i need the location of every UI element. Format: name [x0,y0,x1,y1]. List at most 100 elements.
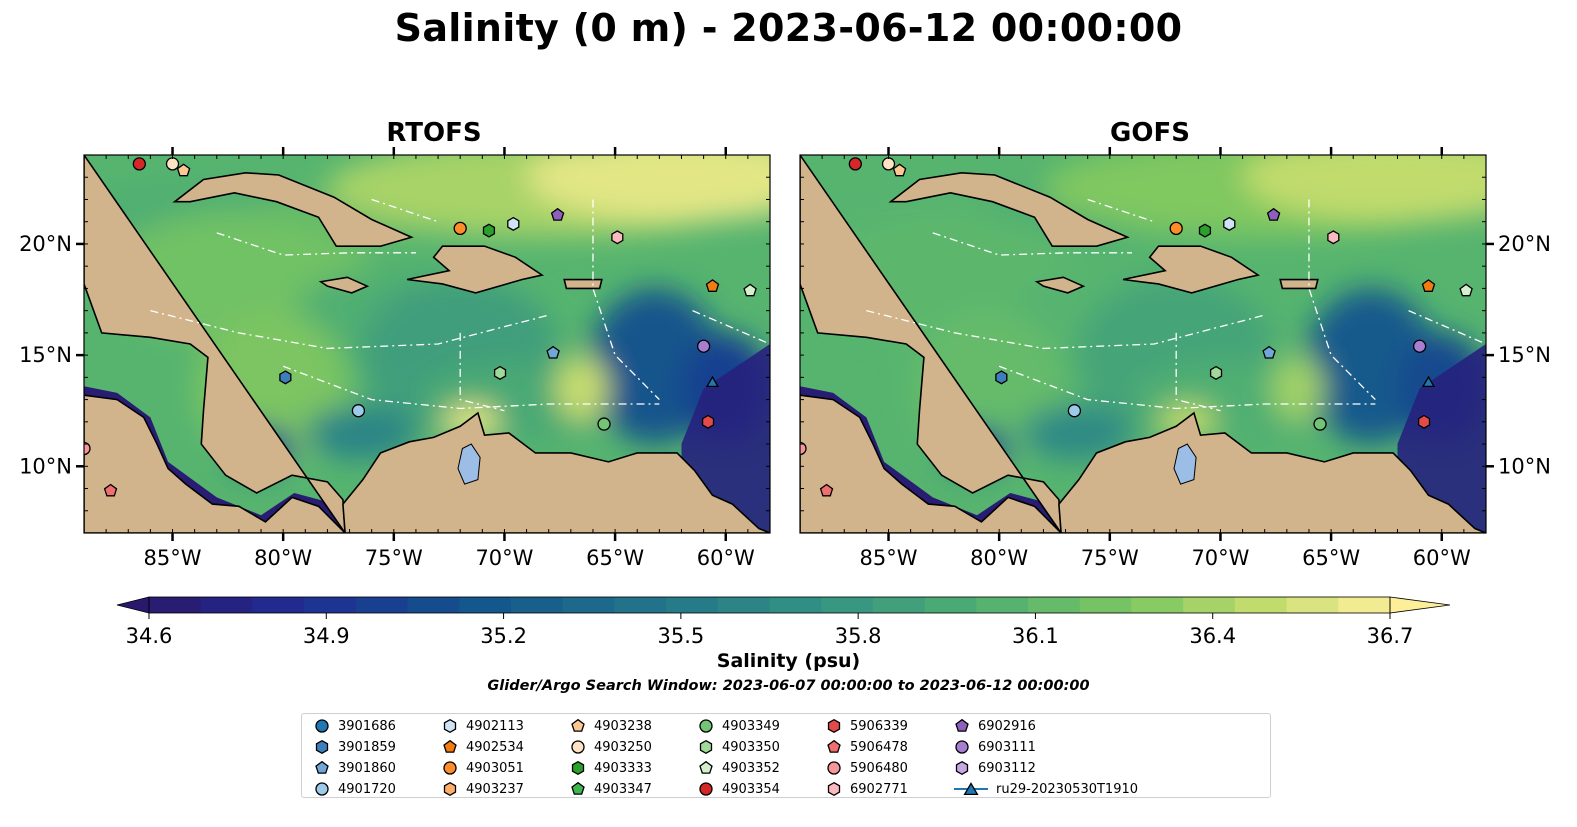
map-panel-rtofs: 85°W 80°W 75°W 70°W 65°W 60°W 20°N 15°N 10°N [19,147,771,570]
legend-pentagon-marker [315,760,329,774]
boundary-line [216,232,416,256]
colorbar-segment [459,597,512,613]
colorbar-tick-label: 36.7 [1367,624,1414,648]
legend-circle-marker [315,782,329,796]
legend-circle-marker [699,719,713,733]
central-america-land [84,155,346,533]
cuba-land [888,171,1130,247]
float-marker [546,345,560,359]
hispaniola-land [406,245,545,294]
boundary-line [371,198,439,223]
legend-label: ru29-20230530T1910 [996,781,1139,797]
legend-marker-icon [443,718,457,734]
legend-marker-icon [954,782,988,796]
legend-label: 4903333 [594,760,652,776]
colorbar-tick-label: 36.4 [1189,624,1236,648]
float-marker [279,370,292,385]
colorbar-segment [769,597,822,613]
legend-marker-icon [699,760,713,774]
legend-item: 4901720 [314,779,396,799]
colorbar-segment [510,597,564,613]
colorbar-segment [1028,597,1081,613]
boundary-line [150,310,549,350]
legend-item: 4903250 [570,737,652,757]
legend-triangle-marker [963,782,979,796]
colorbar-segment [976,597,1029,613]
legend-pentagon-marker [699,760,713,774]
legend-label: 6903112 [978,760,1036,776]
legend-marker-icon [315,782,329,796]
float-marker [611,230,624,245]
legend-hexagon-marker [827,718,841,734]
legend-circle-marker [315,719,329,733]
legend-item: 6902771 [826,779,908,799]
legend-label: 4903349 [722,718,780,734]
lat-tick-label: 15°N [19,343,72,367]
legend-item: 6902916 [954,716,1036,736]
lon-tick-label: 75°W [365,546,423,570]
legend-pentagon-marker [571,718,585,732]
colorbar-segment [200,597,254,613]
float-marker [705,279,720,292]
float-marker [176,163,191,177]
hispaniola-land [1122,245,1261,294]
legend-label: 3901860 [338,760,396,776]
float-marker [165,157,180,171]
legend-label: 5906478 [850,739,908,755]
legend-pentagon-marker [827,739,841,753]
south-america-land [1058,411,1486,533]
legend-hexagon-marker [443,718,457,734]
float-marker [1262,345,1276,359]
boundary-line [1087,198,1155,223]
float-marker [507,216,520,231]
colorbar-segment [717,597,771,613]
colorbar-tick-label: 35.5 [657,624,704,648]
legend-pentagon-marker [443,739,457,753]
float-marker [453,221,467,236]
legend-marker-icon [827,739,841,753]
float-marker [800,441,807,456]
legend-hexagon-marker [699,739,713,755]
legend-marker-icon [315,739,329,755]
legend-pentagon-marker [571,781,585,795]
legend-label: 6903111 [978,739,1036,755]
legend-hexagon-marker [827,781,841,797]
legend-marker-icon [315,719,329,733]
float-marker [1459,283,1473,297]
lon-tick-label: 75°W [1081,546,1139,570]
float-marker [1169,221,1183,236]
legend-item: 4903352 [698,758,780,778]
legend-item: 4902113 [442,716,524,736]
boundary-line [1175,332,1221,412]
legend-label: 4903352 [722,760,780,776]
colorbar-tick-label: 35.8 [835,624,882,648]
legend-label: 4903350 [722,739,780,755]
float-marker [1421,375,1436,388]
lon-tick-label: 80°W [970,546,1028,570]
lon-tick-label: 60°W [697,546,755,570]
float-marker [705,375,720,388]
colorbar-segment [666,597,719,613]
lat-tick-label: 15°N [1498,343,1551,367]
legend-item: 5906339 [826,716,908,736]
colorbar-segment [1183,597,1236,613]
legend-item: 6903112 [954,758,1036,778]
legend-marker-icon [955,740,969,754]
float-marker [1417,414,1431,429]
legend-label: 4903354 [722,781,780,797]
float-marker [1223,216,1236,231]
float-marker [743,283,757,297]
float-marker [1412,339,1427,353]
boundary-line [932,232,1132,256]
legend-item: ru29-20230530T1910 [954,779,1138,799]
colorbar-segment [355,597,409,613]
map-figure: 85°W 80°W 75°W 70°W 65°W 60°W20°N15°N10°N85°W… [19,147,1551,648]
lon-tick-label: 65°W [1302,546,1360,570]
figure-title: Salinity (0 m) - 2023-06-12 00:00:00 [394,6,1183,50]
float-marker [848,157,862,171]
salinity-patch [1242,155,1486,222]
float-marker [103,483,118,497]
legend-circle-marker [699,782,713,796]
legend-item: 3901860 [314,758,396,778]
colorbar-extend-low [116,596,150,614]
